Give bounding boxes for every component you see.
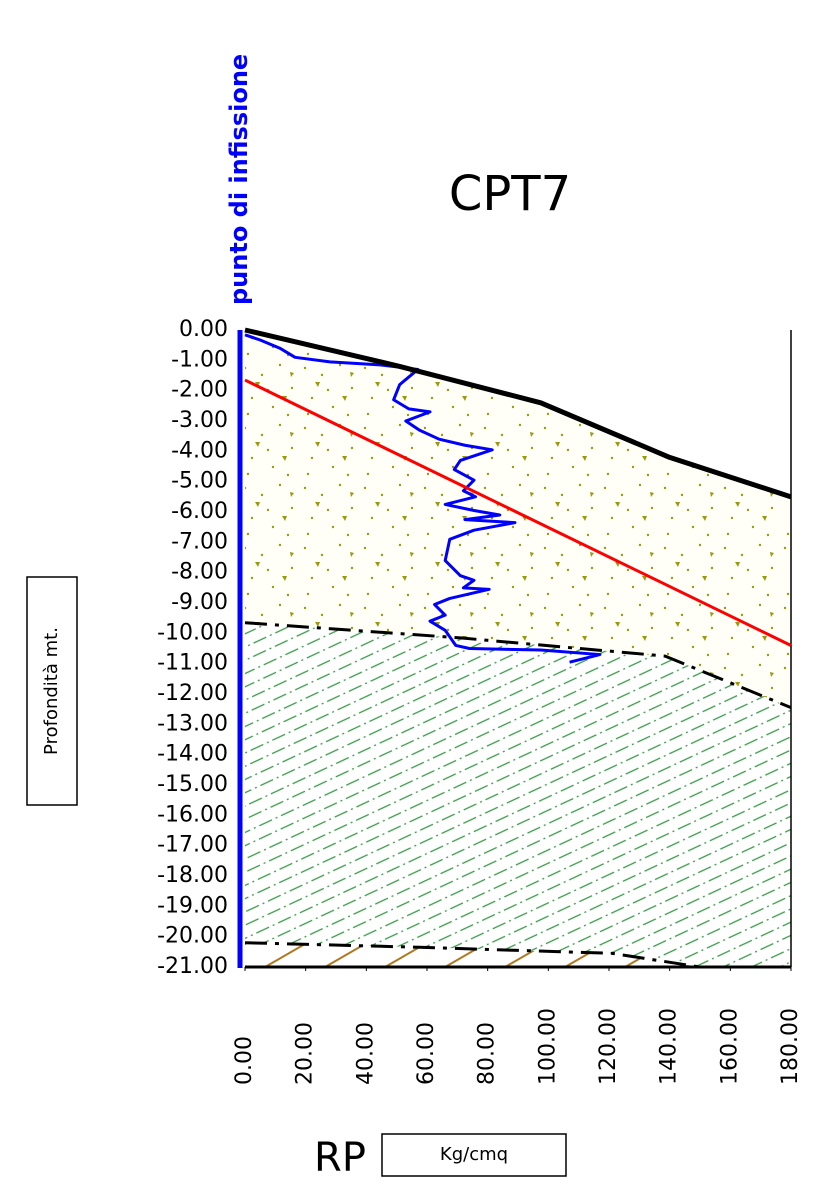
x-tick-label: 0.00: [232, 1036, 257, 1085]
y-tick-label: -2.00: [171, 378, 228, 403]
y-tick-label: -19.00: [157, 893, 228, 918]
x-tick-label: 120.00: [596, 1008, 621, 1085]
y-tick-label: -11.00: [157, 651, 228, 676]
soil-layer: [245, 330, 791, 708]
x-tick-label: 60.00: [414, 1022, 439, 1085]
y-tick-label: -3.00: [171, 408, 228, 433]
y-tick-label: -4.00: [171, 438, 228, 463]
chart-title: CPT7: [449, 166, 571, 222]
x-axis-label: RP: [314, 1135, 366, 1181]
y-tick-label: -13.00: [157, 711, 228, 736]
y-tick-label: -1.00: [171, 347, 228, 372]
x-tick-label: 160.00: [717, 1008, 742, 1085]
boundary-line: [244, 941, 791, 969]
rp-curve: [244, 333, 602, 664]
side-label: punto di infissione: [225, 54, 253, 305]
y-tick-label: -16.00: [157, 802, 228, 827]
y-axis-label: Profondità mt.: [41, 627, 62, 755]
y-tick-label: -8.00: [171, 560, 228, 585]
y-tick-label: -15.00: [157, 772, 228, 797]
y-tick-label: -21.00: [157, 954, 228, 979]
x-tick-label: 40.00: [353, 1022, 378, 1085]
y-tick-label: -9.00: [171, 590, 228, 615]
plot: [244, 327, 792, 969]
x-tick-label: 100.00: [535, 1008, 560, 1085]
x-tick-label: 80.00: [475, 1022, 500, 1085]
y-tick-label: -7.00: [171, 529, 228, 554]
x-tick-label: 140.00: [657, 1008, 682, 1085]
y-tick-label: -6.00: [171, 499, 228, 524]
y-label-box: [26, 576, 78, 806]
x-unit: Kg/cmq: [440, 1144, 508, 1165]
boundary-line: [244, 327, 792, 500]
y-tick-label: -12.00: [157, 681, 228, 706]
boundary-line: [244, 378, 792, 647]
x-tick-label: 180.00: [778, 1008, 803, 1085]
y-tick-label: -10.00: [157, 620, 228, 645]
y-tick-label: -17.00: [157, 833, 228, 858]
y-tick-label: -5.00: [171, 469, 228, 494]
y-tick-label: 0.00: [179, 317, 228, 342]
y-tick-label: -14.00: [157, 742, 228, 767]
soil-layer: [245, 622, 791, 967]
y-tick-label: -18.00: [157, 863, 228, 888]
x-tick-label: 20.00: [293, 1022, 318, 1085]
x-unit-box: [381, 1133, 567, 1177]
y-tick-label: -20.00: [157, 924, 228, 949]
